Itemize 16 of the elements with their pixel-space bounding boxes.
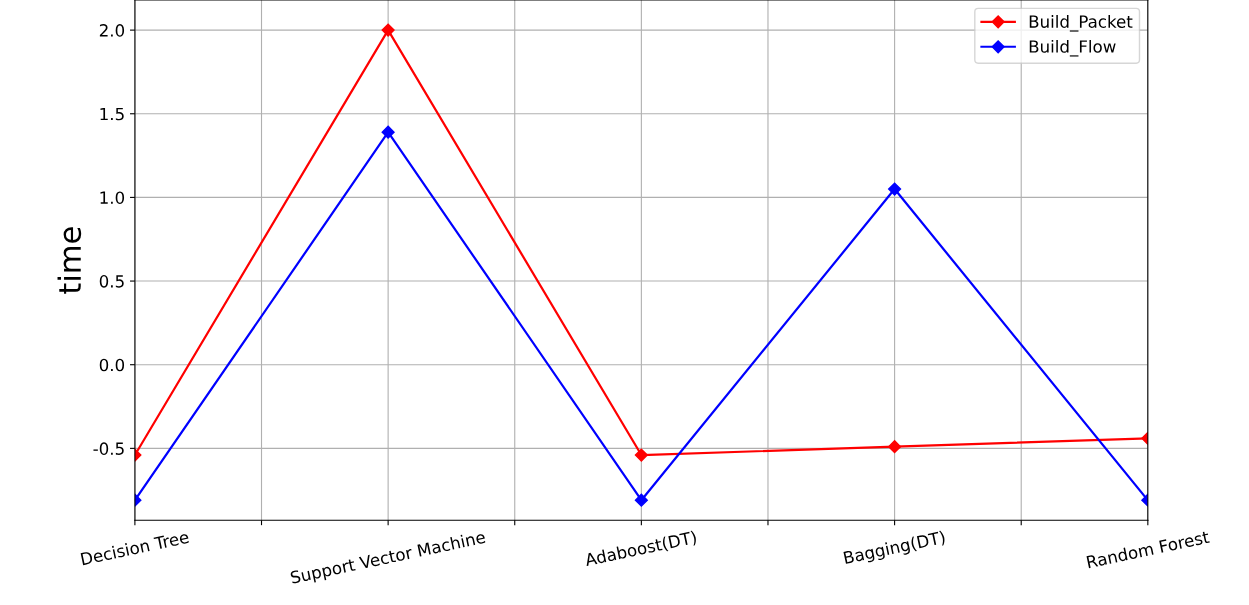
y-tick-label: 2.0 — [99, 24, 125, 37]
point — [634, 448, 648, 462]
y-tick-label: 0.0 — [99, 358, 125, 372]
point — [634, 493, 648, 507]
y-axis-title: time — [57, 227, 82, 294]
point — [381, 125, 395, 139]
x-tick-label: Support Vector Machine — [290, 530, 487, 588]
legend-label: Build_Packet — [1029, 15, 1133, 32]
y-tick-label: 1.5 — [100, 107, 124, 121]
y-tick-label: 1.0 — [100, 191, 125, 204]
y-tick-label: 0.5 — [99, 275, 124, 288]
point — [381, 23, 395, 37]
x-tick-label: Random Forest — [1086, 530, 1210, 569]
y-tick-label: -0.5 — [93, 442, 124, 455]
legend-label: Build_Flow — [1029, 39, 1116, 57]
x-tick-label: Decision Tree — [80, 530, 190, 566]
